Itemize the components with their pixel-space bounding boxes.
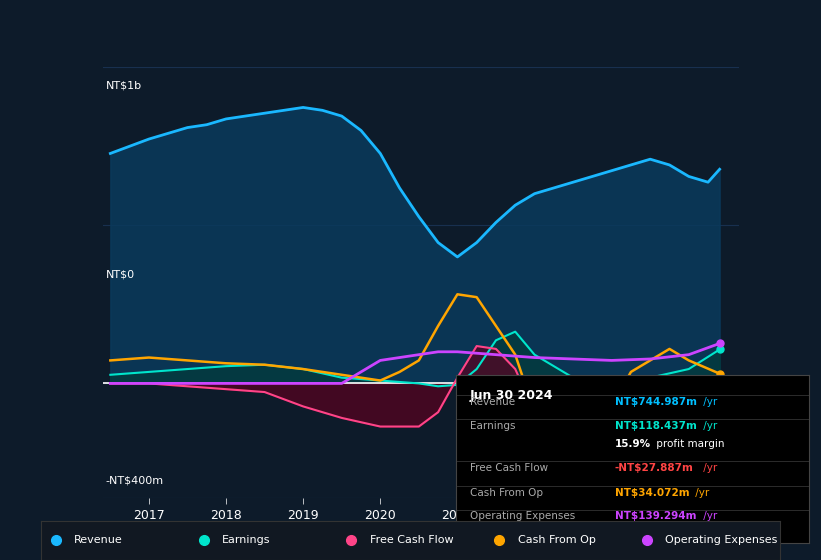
Text: Cash From Op: Cash From Op [518,535,595,545]
Text: /yr: /yr [700,511,718,521]
Text: Jun 30 2024: Jun 30 2024 [470,389,553,402]
Text: Cash From Op: Cash From Op [470,488,543,498]
Text: Operating Expenses: Operating Expenses [470,511,575,521]
Text: /yr: /yr [692,488,709,498]
Text: NT$34.072m: NT$34.072m [615,488,689,498]
Text: -NT$400m: -NT$400m [106,475,164,486]
Text: NT$1b: NT$1b [106,80,142,90]
Text: NT$139.294m: NT$139.294m [615,511,696,521]
Text: Revenue: Revenue [75,535,123,545]
Text: Free Cash Flow: Free Cash Flow [470,463,548,473]
Text: /yr: /yr [700,397,718,407]
Text: Earnings: Earnings [222,535,271,545]
Text: Revenue: Revenue [470,397,515,407]
Text: NT$118.437m: NT$118.437m [615,421,696,431]
Text: NT$744.987m: NT$744.987m [615,397,696,407]
Text: Free Cash Flow: Free Cash Flow [370,535,453,545]
Text: Operating Expenses: Operating Expenses [666,535,777,545]
Text: /yr: /yr [700,421,718,431]
Text: -NT$27.887m: -NT$27.887m [615,463,694,473]
Text: Earnings: Earnings [470,421,516,431]
Text: profit margin: profit margin [654,439,725,449]
Text: 15.9%: 15.9% [615,439,651,449]
Text: /yr: /yr [700,463,718,473]
Text: NT$0: NT$0 [106,269,135,279]
